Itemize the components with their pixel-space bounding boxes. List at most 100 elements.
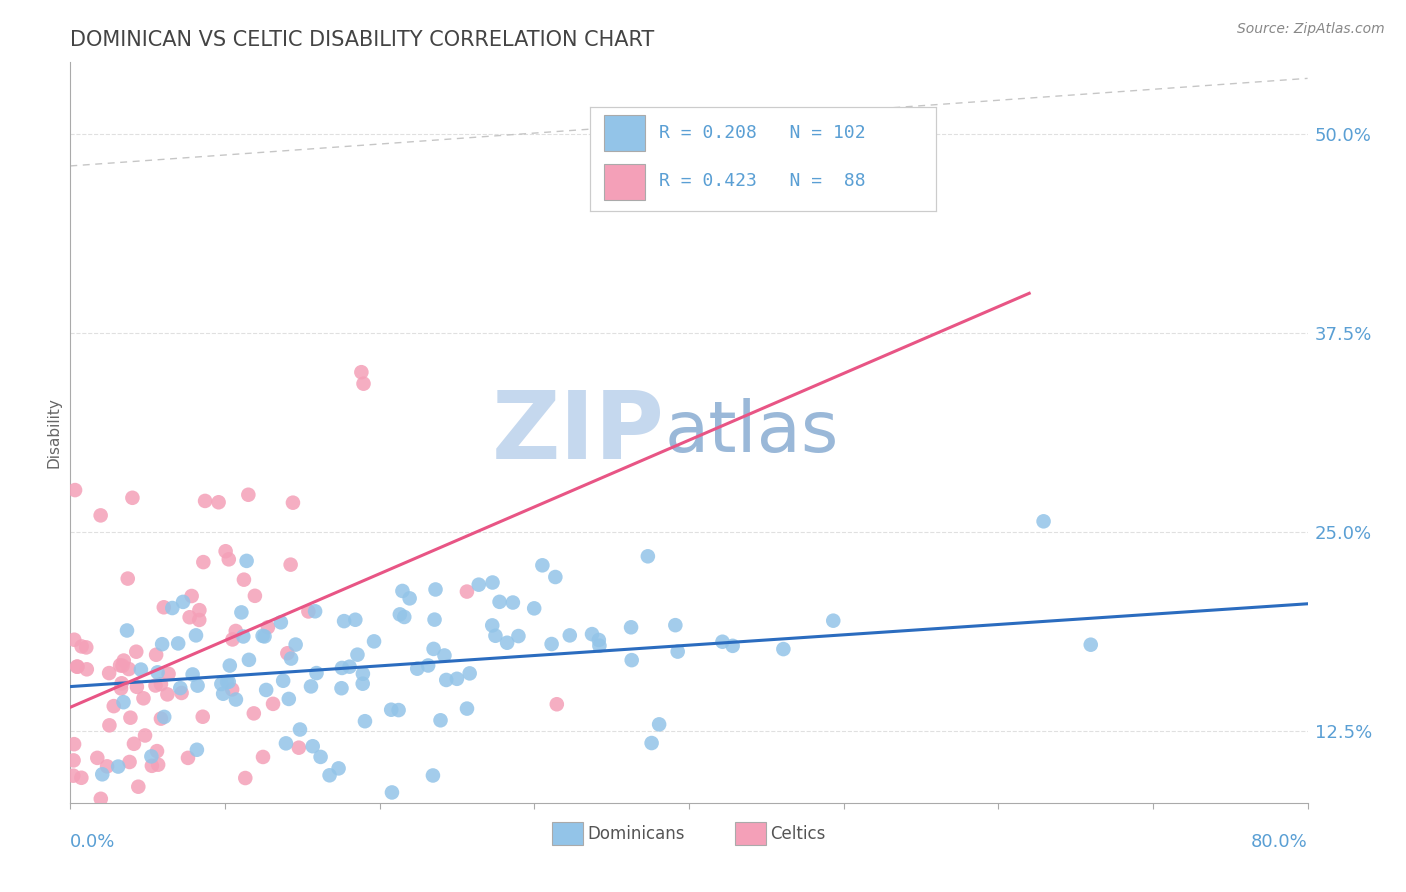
Point <box>193 555 215 569</box>
Point <box>63 483 86 497</box>
Point <box>640 736 662 750</box>
Point <box>350 365 373 379</box>
Point <box>304 604 326 618</box>
Point <box>91 767 114 781</box>
Point <box>82 841 104 855</box>
Point <box>620 620 643 634</box>
Text: 80.0%: 80.0% <box>1251 833 1308 851</box>
Point <box>247 821 270 835</box>
Point <box>620 653 643 667</box>
Point <box>588 639 610 653</box>
Point <box>468 577 491 591</box>
Point <box>666 644 689 658</box>
Point <box>429 714 451 728</box>
Point <box>276 646 298 660</box>
Point <box>115 624 138 638</box>
Point <box>433 648 456 663</box>
Point <box>288 723 311 737</box>
Point <box>637 549 659 564</box>
Point <box>90 792 112 806</box>
Point <box>339 659 361 673</box>
Point <box>141 749 163 764</box>
Point <box>344 613 367 627</box>
Point <box>121 491 143 505</box>
Point <box>314 838 336 852</box>
Point <box>181 667 204 681</box>
Point <box>214 544 236 558</box>
Point <box>225 692 247 706</box>
Point <box>188 613 211 627</box>
Point <box>170 686 193 700</box>
Point <box>103 804 125 818</box>
Point <box>231 606 253 620</box>
Point <box>711 634 734 648</box>
Point <box>66 659 89 673</box>
Point <box>184 628 207 642</box>
Point <box>112 695 135 709</box>
Point <box>89 819 111 833</box>
Point <box>117 572 139 586</box>
Point <box>146 757 169 772</box>
Point <box>157 666 180 681</box>
Point <box>446 672 468 686</box>
Point <box>145 678 167 692</box>
Text: ZIP: ZIP <box>491 386 664 479</box>
Point <box>484 629 506 643</box>
Point <box>66 659 89 673</box>
Point <box>129 663 152 677</box>
Point <box>218 552 240 566</box>
Point <box>218 658 240 673</box>
Point <box>280 558 302 572</box>
Point <box>243 706 266 721</box>
Point <box>284 638 307 652</box>
Point <box>111 658 134 673</box>
Point <box>183 859 205 873</box>
Point <box>458 666 481 681</box>
Point <box>281 496 304 510</box>
Point <box>225 624 247 638</box>
Point <box>212 687 235 701</box>
Point <box>823 614 845 628</box>
Point <box>305 666 328 681</box>
Point <box>425 582 447 597</box>
Point <box>187 679 209 693</box>
Point <box>86 751 108 765</box>
Point <box>253 629 276 643</box>
Text: Source: ZipAtlas.com: Source: ZipAtlas.com <box>1237 22 1385 37</box>
Point <box>103 699 125 714</box>
Point <box>558 628 581 642</box>
Point <box>422 641 444 656</box>
Point <box>98 718 121 732</box>
Point <box>252 629 274 643</box>
Point <box>153 710 176 724</box>
Point <box>145 648 167 662</box>
Point <box>98 666 121 681</box>
Point <box>346 648 368 662</box>
Point <box>186 743 208 757</box>
Point <box>112 654 135 668</box>
Text: atlas: atlas <box>664 398 838 467</box>
Point <box>531 558 554 573</box>
Point <box>149 677 172 691</box>
Point <box>96 759 118 773</box>
Point <box>132 691 155 706</box>
Point <box>523 601 546 615</box>
Point <box>177 751 200 765</box>
Point <box>1080 638 1102 652</box>
Point <box>262 697 284 711</box>
Point <box>456 584 478 599</box>
Point <box>145 859 167 873</box>
Point <box>581 627 603 641</box>
Point <box>207 495 229 509</box>
Point <box>352 676 374 690</box>
Point <box>62 753 84 767</box>
Point <box>120 711 142 725</box>
Point <box>252 750 274 764</box>
Point <box>167 636 190 650</box>
Point <box>352 666 374 681</box>
Text: Celtics: Celtics <box>770 825 825 843</box>
Point <box>299 680 322 694</box>
Point <box>141 759 163 773</box>
Text: 0.0%: 0.0% <box>70 833 115 851</box>
Point <box>423 613 446 627</box>
